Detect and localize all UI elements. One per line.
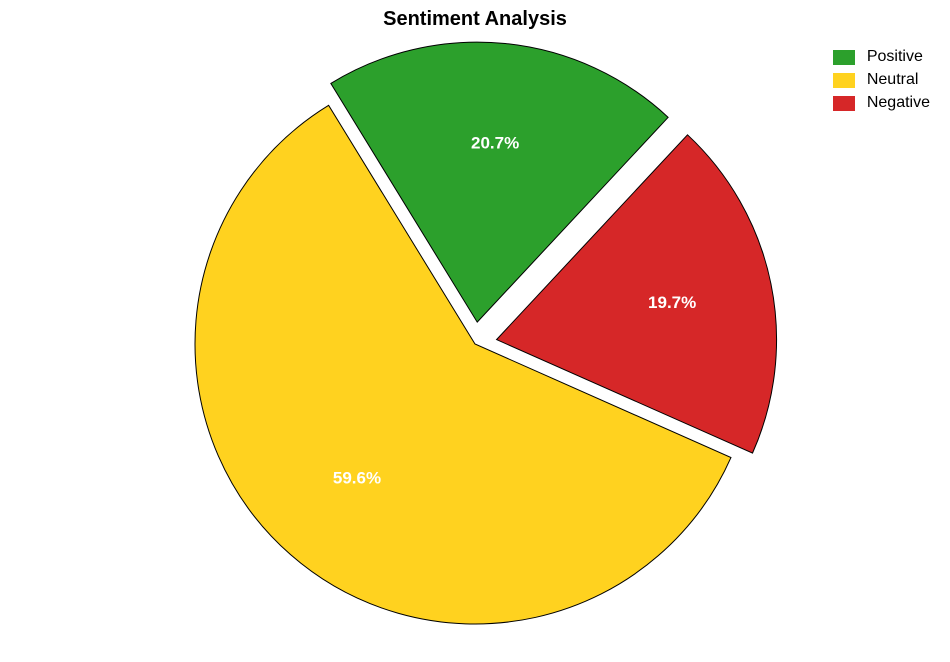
slice-label-negative: 19.7% xyxy=(648,293,696,312)
legend-swatch xyxy=(833,96,855,111)
legend-swatch xyxy=(833,50,855,65)
legend-swatch xyxy=(833,73,855,88)
slice-label-neutral: 59.6% xyxy=(333,468,381,487)
pie-chart: 20.7% 59.6% 19.7% xyxy=(0,0,950,662)
legend-item: Neutral xyxy=(833,71,930,89)
legend-label: Positive xyxy=(867,48,923,66)
slice-label-positive: 20.7% xyxy=(471,133,519,152)
legend-item: Positive xyxy=(833,48,930,66)
legend-item: Negative xyxy=(833,94,930,112)
legend-label: Negative xyxy=(867,94,930,112)
chart-container: Sentiment Analysis 20.7%59.6%19.7% Posit… xyxy=(0,0,950,662)
legend: Positive Neutral Negative xyxy=(833,48,930,117)
legend-label: Neutral xyxy=(867,71,919,89)
